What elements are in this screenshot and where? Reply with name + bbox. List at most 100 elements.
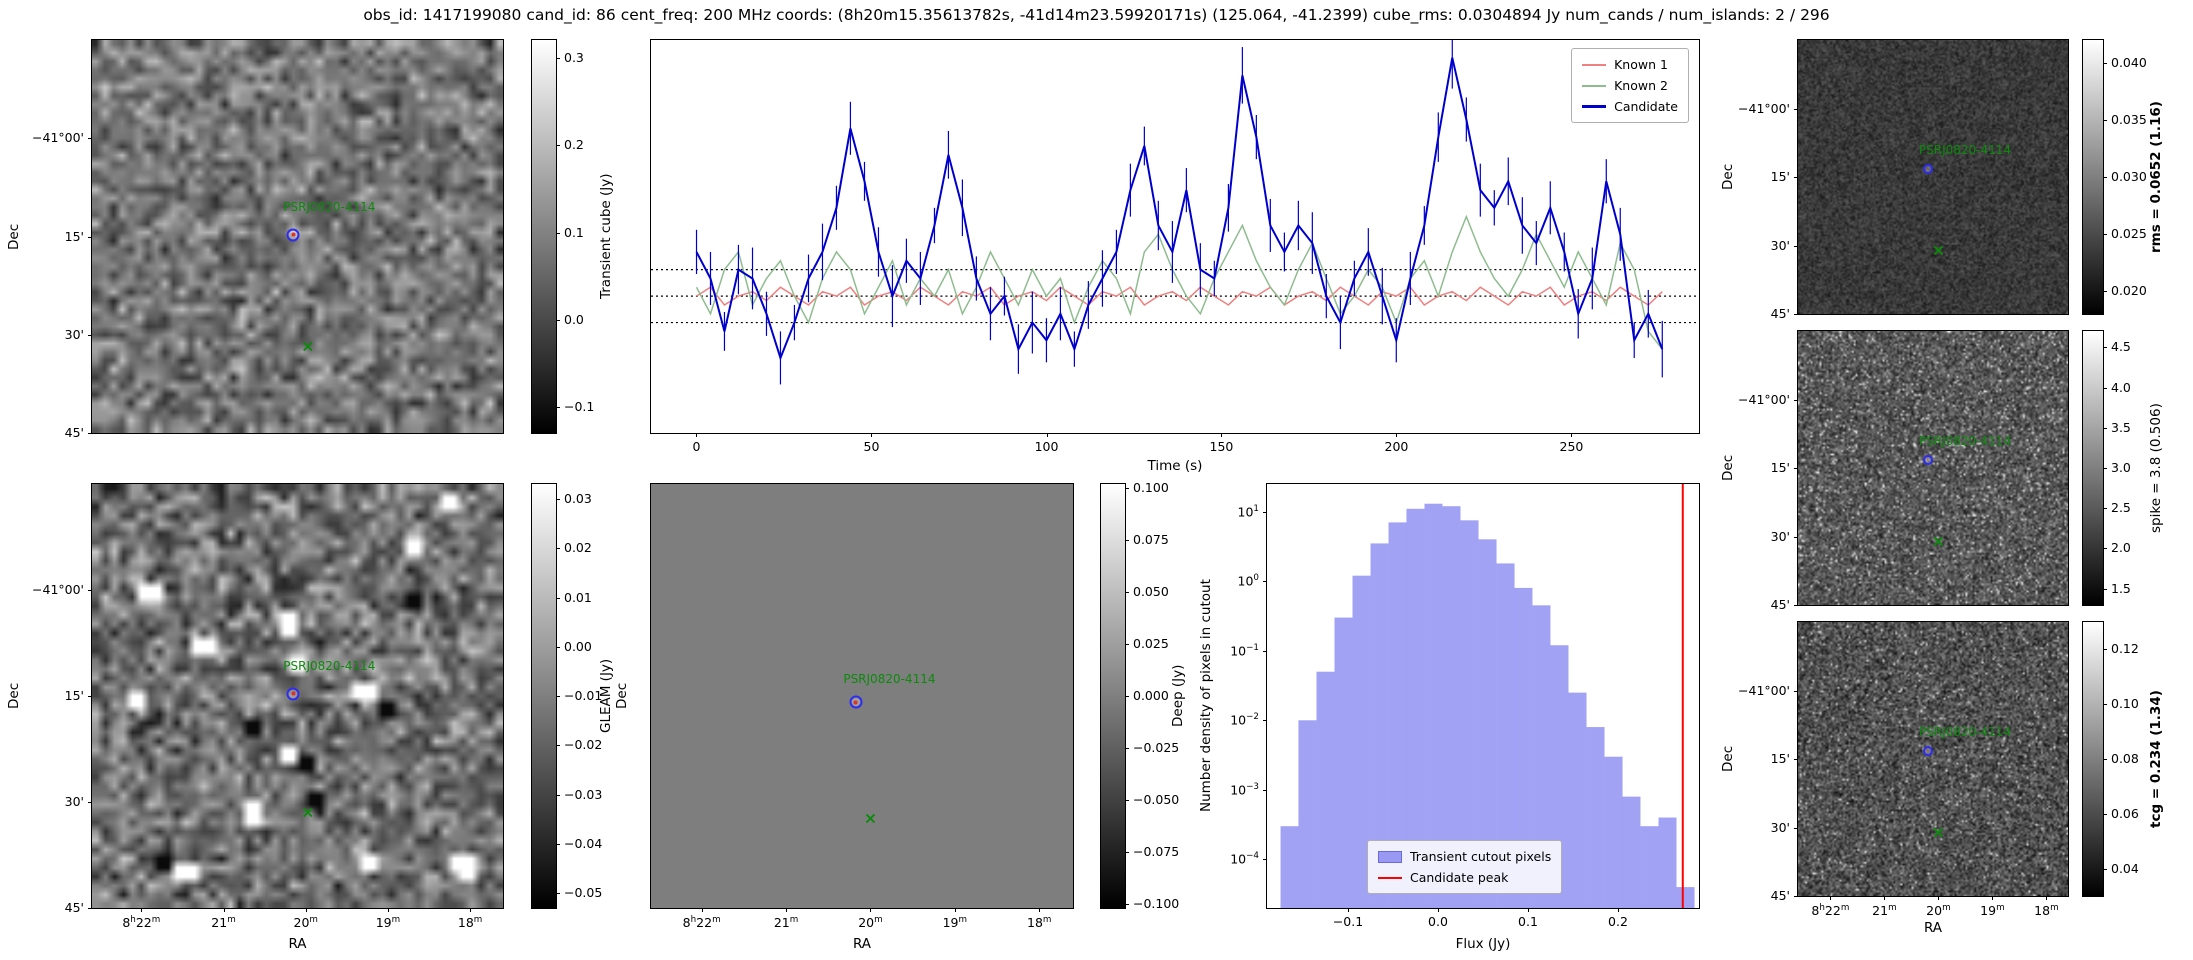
- dec-axis-label: Dec: [614, 682, 630, 710]
- p-hist-tick-label: 100: [1237, 573, 1259, 589]
- p-tcg-tick-mark: [2046, 896, 2048, 900]
- cb-transient-tick-mark: [556, 57, 560, 59]
- histogram-y-axis-label: Number density of pixels in cutout: [1198, 579, 1214, 813]
- cb-gleam-tick-label: −0.02: [564, 736, 603, 752]
- cb-transient-tick-mark: [556, 232, 560, 234]
- peak-line-icon: [1378, 876, 1402, 879]
- cb-rms-tick-mark: [2103, 291, 2107, 293]
- cb-deep-tick-label: −0.075: [1133, 843, 1180, 859]
- cb-deep-tick-label: 0.075: [1133, 531, 1169, 547]
- p-rms-tick-label: 45': [1770, 305, 1790, 321]
- p-deep-tick-label: 19m: [942, 915, 968, 931]
- p-rms-tick-label: −41°00': [1738, 100, 1790, 116]
- p-rms-tick-mark: [1794, 314, 1798, 315]
- dec-axis-label: Dec: [1720, 454, 1736, 482]
- histogram-legend: Transient cutout pixels Candidate peak: [1367, 840, 1563, 894]
- histogram-swatch-icon: [1378, 850, 1402, 863]
- rms-cutout-image: [1798, 40, 2068, 314]
- p-transient-tick-label: 45': [64, 424, 84, 440]
- transient-colorbar: 0.3 0.2 0.1 0.0 −0.1: [531, 39, 594, 434]
- p-gleam-tick-mark: [387, 908, 389, 912]
- cb-spike-tick-label: 2.0: [2111, 540, 2131, 556]
- p-tcg-tick-mark: [1794, 759, 1798, 760]
- legend-item-cutout-pixels: Transient cutout pixels: [1378, 846, 1551, 867]
- p-tcg-tick-label: 21m: [1872, 903, 1897, 919]
- rms-cutout-panel: PSRJ0820-4114 × −41°00' 15' 30' 45': [1738, 39, 2069, 319]
- p-hist-tick-mark: [1618, 908, 1619, 912]
- spike-cutout-panel: PSRJ0820-4114 × −41°00' 15' 30' 45': [1738, 330, 2069, 610]
- candidate-marker-icon: [1922, 163, 1933, 174]
- p-spike-tick-mark: [1794, 536, 1798, 538]
- p-hist-tick-label: −0.1: [1332, 914, 1364, 929]
- lightcurve-plot: [651, 40, 1699, 385]
- cb-spike-tick-label: 4.0: [2111, 379, 2131, 395]
- known1-line-icon: [1582, 63, 1607, 66]
- cb-transient-tick-mark: [556, 145, 560, 147]
- gleam-colorbar: 0.03 0.02 0.01 0.00 −0.01 −0.02 −0.03 −0.04 −0.0…: [531, 483, 602, 909]
- legend-label: Candidate peak: [1410, 870, 1509, 885]
- spike-cutout-image: [1798, 331, 2068, 605]
- cb-deep-tick-mark: [1125, 488, 1129, 490]
- p-lightcurve-tick-label: 150: [1209, 439, 1234, 454]
- dec-axis-label: Dec: [6, 223, 22, 250]
- cb-tcg-tick-label: 0.10: [2111, 695, 2139, 711]
- cb-gleam-tick-mark: [556, 696, 560, 697]
- p-hist-tick-label: 10−2: [1230, 712, 1259, 728]
- flux-axis-label: Flux (Jy): [1455, 936, 1511, 952]
- cb-gleam-tick-mark: [556, 893, 560, 895]
- transient-cutout-panel: PSRJ0820-4114 × −41°00' 15' 30' 45': [32, 39, 504, 438]
- legend-label: Candidate: [1614, 99, 1678, 114]
- p-gleam-tick-mark: [88, 802, 92, 803]
- cb-gleam-tick-mark: [556, 498, 560, 500]
- cb-rms-tick-mark: [2103, 234, 2107, 236]
- p-hist-tick-label: 10−4: [1230, 851, 1259, 867]
- known-source-cross-icon: ×: [301, 336, 315, 356]
- p-tcg-tick-mark: [1830, 896, 1832, 900]
- cb-deep-tick-mark: [1125, 851, 1129, 853]
- cb-tcg-tick-label: 0.12: [2111, 641, 2139, 657]
- cb-gleam-tick-label: −0.04: [564, 835, 603, 851]
- cb-gleam-tick-mark: [556, 745, 560, 747]
- p-hist-tick-mark: [1263, 789, 1267, 791]
- p-gleam-tick-mark: [141, 908, 143, 912]
- p-gleam-tick-mark: [305, 908, 307, 912]
- candidate-marker-icon: [1922, 454, 1933, 465]
- dec-axis-label: Dec: [1720, 163, 1736, 191]
- p-transient-tick-label: 15': [64, 228, 84, 244]
- p-lightcurve-tick-mark: [1046, 433, 1048, 437]
- lightcurve-legend: Known 1 Known 2 Candidate: [1571, 48, 1689, 123]
- cb-tcg-tick-label: 0.08: [2111, 750, 2139, 766]
- cb-deep-tick-label: −0.050: [1133, 791, 1180, 807]
- cb-deep-tick-label: 0.000: [1133, 687, 1169, 703]
- p-gleam-tick-label: 45': [64, 899, 84, 915]
- figure-title: obs_id: 1417199080 cand_id: 86 cent_freq…: [363, 6, 1830, 24]
- p-hist-tick-mark: [1263, 720, 1267, 722]
- cb-rms-tick-label: 0.035: [2111, 111, 2147, 127]
- p-tcg-tick-label: 20m: [1926, 903, 1951, 919]
- p-spike-tick-label: 15': [1770, 459, 1790, 475]
- p-spike-tick-label: 45': [1770, 596, 1790, 612]
- legend-label: Transient cutout pixels: [1410, 849, 1552, 864]
- cb-spike-tick-mark: [2103, 508, 2107, 510]
- cb-gleam-tick-mark: [556, 597, 560, 599]
- p-gleam-tick-mark: [88, 908, 92, 909]
- cb-tcg-tick-mark: [2103, 649, 2107, 651]
- p-tcg-tick-mark: [1794, 896, 1798, 897]
- p-gleam-tick-mark: [88, 590, 92, 591]
- cb-deep-tick-mark: [1125, 644, 1129, 646]
- source-label: PSRJ0820-4114: [843, 672, 936, 687]
- cb-spike-tick-mark: [2103, 588, 2107, 590]
- p-gleam-tick-mark: [470, 908, 472, 912]
- p-hist-tick-label: 0.2: [1608, 914, 1628, 929]
- flux-histogram-plot: [1280, 484, 1695, 908]
- p-transient-tick-mark: [88, 433, 92, 434]
- source-label: PSRJ0820-4114: [1918, 433, 2012, 448]
- candidate-line-icon: [1582, 105, 1607, 108]
- legend-item-candidate-peak: Candidate peak: [1378, 867, 1551, 888]
- p-rms-tick-mark: [1794, 108, 1798, 110]
- tcg-colorbar-label: tcg = 0.234 (1.34): [2148, 690, 2164, 828]
- known-source-cross-icon: ×: [1931, 240, 1946, 260]
- lightcurve-panel: Known 1 Known 2 Candidate 0 50 100 150 200 25…: [650, 39, 1700, 453]
- cb-spike-tick-mark: [2103, 548, 2107, 550]
- p-deep-tick-mark: [870, 908, 872, 912]
